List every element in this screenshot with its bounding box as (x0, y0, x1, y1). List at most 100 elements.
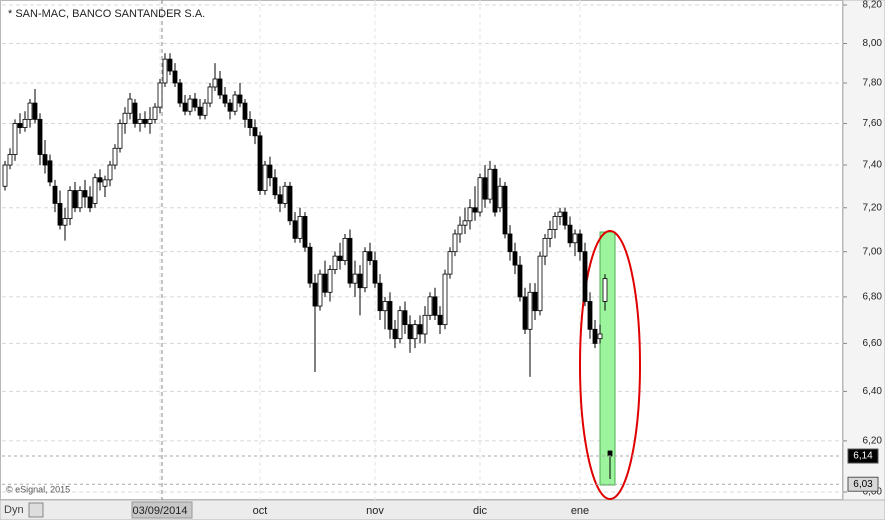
candle-body (157, 82, 163, 108)
candle-body (307, 246, 313, 284)
candle-body (57, 203, 63, 226)
candle-body (142, 118, 148, 124)
candle-body (592, 328, 598, 344)
candle-body (512, 251, 518, 266)
candle-body (12, 123, 18, 155)
candle-body (597, 333, 603, 340)
candle-body (322, 273, 328, 293)
candle-body (217, 78, 223, 96)
x-tick-label: oct (253, 505, 268, 517)
candle-body (532, 291, 538, 312)
candle-body (297, 216, 303, 239)
candle-body (252, 127, 258, 137)
candle-body (477, 177, 483, 213)
y-axis-panel (842, 0, 885, 501)
candle-body (2, 164, 8, 187)
candle-body (117, 123, 123, 149)
candle-body (22, 118, 28, 128)
candle-body (222, 94, 228, 104)
candle-body (97, 177, 103, 183)
x-tick-label: ene (571, 505, 589, 517)
highlight-box (599, 231, 616, 486)
candle-body (122, 112, 128, 124)
candle-body (232, 94, 238, 112)
candle-body (52, 185, 58, 204)
candle-body (312, 282, 318, 307)
y-tick-label: 8,20 (863, 0, 883, 11)
candle-body (107, 164, 113, 181)
candle-body (317, 273, 323, 307)
candle-body (577, 233, 583, 253)
candle-body (517, 264, 523, 298)
candle-body (527, 291, 533, 330)
candle-body (412, 324, 418, 340)
candle-body (377, 282, 383, 312)
candle-body (67, 190, 73, 220)
highlight-ellipse (579, 230, 641, 500)
y-tick-label: 6,20 (863, 436, 883, 447)
candle-body (282, 185, 288, 204)
candle-body (132, 102, 138, 124)
candle-body (347, 237, 353, 284)
candle-body (552, 216, 558, 230)
candle-body (472, 207, 478, 213)
candle-body (272, 177, 278, 196)
candle-body (7, 154, 13, 166)
candle-body (247, 118, 253, 128)
candle-body (172, 70, 178, 84)
x-tick-label: 03/09/2014 (132, 505, 187, 517)
candle-body (442, 273, 448, 326)
candle-body (402, 310, 408, 326)
grid-layer (2, 0, 843, 500)
candle-body (82, 190, 88, 198)
candle-body (467, 207, 473, 222)
candle-body (492, 168, 498, 213)
candle-body (432, 296, 438, 316)
candle-body (387, 301, 393, 330)
candle-body (267, 164, 273, 179)
candle-body (487, 168, 493, 200)
candle-body (242, 102, 248, 120)
candle-body (92, 177, 98, 204)
candle-body (417, 324, 423, 335)
candle-body (482, 177, 488, 200)
candle-body (342, 237, 348, 262)
candle-body (197, 106, 203, 116)
candle-body (227, 102, 233, 112)
candle-body (277, 194, 283, 204)
candle-body (102, 179, 108, 187)
candle-body (257, 135, 263, 191)
candle-body (427, 296, 433, 316)
candle-body (42, 154, 48, 166)
candle-body (537, 255, 543, 312)
candle-body (72, 190, 78, 209)
y-tick-label: 7,80 (863, 78, 883, 89)
candle-body (62, 218, 68, 226)
y-tick-label: 7,60 (863, 118, 883, 129)
y-tick-label: 6,40 (863, 386, 883, 397)
candle-body (357, 273, 363, 289)
candle-body (262, 164, 268, 191)
candle-body (557, 211, 563, 217)
mode-button[interactable]: Dyn (4, 504, 24, 516)
candle-body (147, 118, 153, 124)
candle-body (367, 251, 373, 262)
candle-body (447, 251, 453, 275)
candle-body (77, 190, 83, 209)
candle-body (422, 314, 428, 335)
price-marker-box (847, 476, 879, 492)
y-tick-label: 6,00 (863, 487, 883, 498)
candle-body (562, 211, 568, 226)
candle-body (452, 233, 458, 253)
candle-body (547, 229, 553, 239)
candle-body (32, 102, 38, 120)
y-tick-label: 7,20 (863, 202, 883, 213)
candle-body (192, 98, 198, 108)
candle-body (382, 301, 388, 312)
candle-body (37, 118, 43, 155)
icon-button[interactable] (28, 502, 44, 518)
candle-body (567, 224, 573, 244)
candle-body (337, 255, 343, 262)
x-tick-label: dic (473, 505, 488, 517)
